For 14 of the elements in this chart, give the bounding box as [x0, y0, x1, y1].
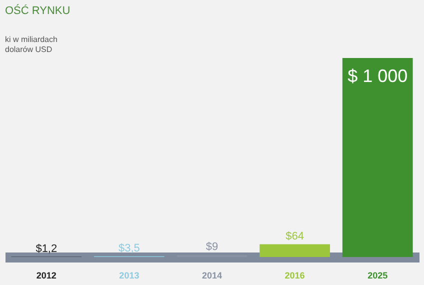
bar [260, 244, 330, 257]
x-tick-label: 2014 [202, 270, 222, 280]
data-label: $64 [286, 230, 304, 242]
data-label: $ 1 000 [348, 66, 408, 86]
x-tick-label: 2013 [119, 270, 140, 280]
x-tick-label: 2012 [36, 270, 56, 280]
data-label: $3,5 [118, 242, 140, 254]
bar [342, 58, 413, 257]
chart-title: OŚĆ RYNKU [5, 4, 70, 17]
x-tick-label: 2016 [284, 270, 305, 280]
x-tick-label: 2025 [368, 270, 388, 280]
data-label: $9 [206, 241, 218, 254]
chart-subtitle: ki w miliardach dolarów USD [5, 35, 58, 54]
data-label: $1,2 [36, 242, 58, 255]
